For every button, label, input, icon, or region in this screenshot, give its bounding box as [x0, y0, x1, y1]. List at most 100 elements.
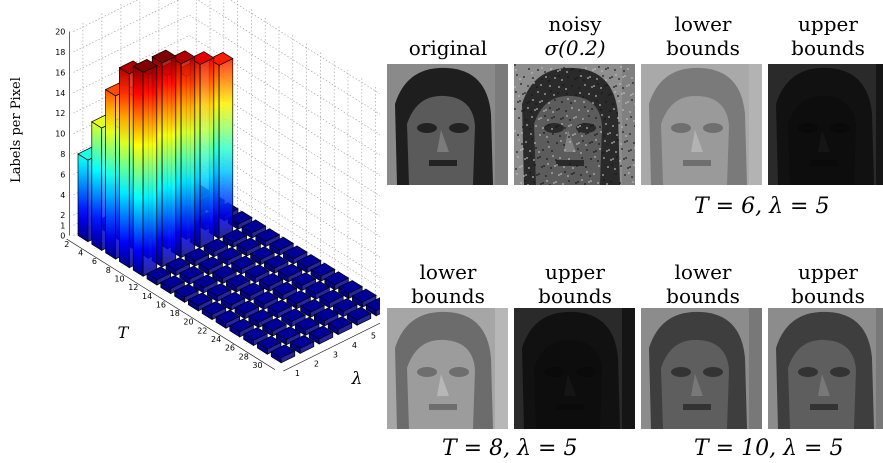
- noise-speck: [525, 174, 527, 176]
- caption-upper3-line1: upper: [798, 260, 858, 284]
- noise-speck: [565, 132, 567, 134]
- noise-speck: [578, 109, 580, 111]
- bar-top-T18-L4: [244, 264, 270, 278]
- noise-speck: [613, 141, 615, 143]
- z-tick-label: 0: [60, 232, 65, 241]
- noise-speck: [583, 79, 585, 81]
- noise-speck: [622, 76, 624, 78]
- bar-top-T30-L6: [365, 297, 380, 312]
- noise-speck: [623, 158, 625, 160]
- caption-upper2-line1: upper: [545, 260, 605, 284]
- noise-speck: [557, 70, 559, 72]
- noise-speck: [526, 157, 528, 159]
- noise-speck: [525, 141, 527, 143]
- lambda-tick-label: 5: [371, 332, 376, 341]
- noise-speck: [560, 118, 562, 120]
- noise-speck: [582, 96, 584, 98]
- noise-speck: [574, 100, 576, 102]
- right-eye: [449, 123, 469, 133]
- lambda-tick-label: 2: [314, 360, 319, 369]
- caption-original-line2: original: [408, 36, 488, 60]
- noise-speck: [531, 72, 533, 74]
- noise-speck: [579, 70, 581, 72]
- noise-speck: [566, 71, 568, 73]
- noise-speck: [605, 79, 607, 81]
- bar-top-T18-L1: [187, 292, 213, 307]
- T-tick-label: 8: [106, 266, 111, 275]
- noise-speck: [588, 93, 590, 95]
- noise-speck: [552, 111, 554, 113]
- noise-speck: [544, 71, 546, 73]
- noise-speck: [631, 77, 633, 79]
- noise-speck: [577, 126, 579, 128]
- noise-speck: [561, 123, 563, 125]
- noise-speck: [600, 109, 602, 111]
- noise-speck: [590, 125, 592, 127]
- noise-speck: [518, 139, 520, 141]
- noise-speck: [519, 100, 521, 102]
- caption-upper1-line2: bounds: [791, 36, 865, 60]
- noise-speck: [514, 130, 516, 132]
- noise-speck: [608, 149, 610, 151]
- bar-top-T26-L2: [261, 317, 287, 332]
- noise-speck: [590, 158, 592, 160]
- noise-speck: [558, 86, 560, 88]
- z-tick-label: 12: [55, 109, 65, 118]
- noise-speck: [585, 133, 587, 135]
- y-axis-label: Labels per Pixel: [9, 77, 24, 183]
- noise-speck: [598, 66, 600, 68]
- noise-speck: [620, 143, 622, 145]
- bar-top-T12-L1: [146, 266, 172, 281]
- bar-top-T20-L1: [201, 301, 227, 315]
- noise-speck: [541, 166, 543, 168]
- face-image-lower-bounds: [641, 64, 762, 185]
- noise-speck: [554, 77, 556, 79]
- z-tick-label: 20: [55, 28, 65, 37]
- lambda-axis-line: [283, 322, 380, 372]
- z-tick-label: 8: [60, 150, 65, 159]
- caption-lower3-line2: bounds: [666, 284, 740, 308]
- noise-speck: [591, 108, 593, 110]
- noise-speck: [630, 94, 632, 96]
- caption-lower1-line2: bounds: [666, 36, 740, 60]
- T-tick-label: 22: [197, 326, 207, 335]
- noise-speck: [556, 142, 558, 144]
- noise-speck: [579, 125, 581, 127]
- noise-speck: [618, 100, 620, 102]
- noise-speck: [602, 152, 604, 154]
- noise-speck: [558, 75, 560, 77]
- noise-speck: [530, 111, 532, 113]
- noise-speck: [582, 118, 584, 120]
- noise-speck: [626, 140, 628, 142]
- noise-speck: [617, 117, 619, 119]
- image-right-strip: [495, 64, 508, 185]
- noise-speck: [520, 83, 522, 85]
- noise-speck: [604, 85, 606, 87]
- noise-speck: [588, 71, 590, 73]
- noise-speck: [530, 155, 532, 157]
- noise-speck: [571, 107, 573, 109]
- noise-speck: [602, 174, 604, 176]
- noise-speck: [521, 165, 523, 167]
- noise-speck: [523, 175, 525, 177]
- noise-speck: [567, 76, 569, 78]
- bar-top-T20-L6: [296, 254, 322, 268]
- noise-speck: [599, 104, 601, 106]
- noise-speck: [594, 134, 596, 136]
- T-tick-label: 28: [239, 352, 249, 361]
- noise-speck: [630, 116, 632, 118]
- bar-top-T28-L2: [275, 326, 301, 341]
- noise-speck: [535, 125, 537, 127]
- bar-top-T30-L4: [327, 316, 353, 330]
- right-eye: [830, 123, 850, 133]
- left-eye: [671, 367, 691, 377]
- noise-speck: [574, 133, 576, 135]
- noise-speck: [539, 156, 541, 158]
- noise-speck: [557, 125, 559, 127]
- noise-speck: [623, 70, 625, 72]
- noise-speck: [531, 138, 533, 140]
- noise-speck: [633, 142, 635, 144]
- noise-speck: [604, 118, 606, 120]
- left-eye: [417, 367, 437, 377]
- noise-speck: [559, 135, 561, 137]
